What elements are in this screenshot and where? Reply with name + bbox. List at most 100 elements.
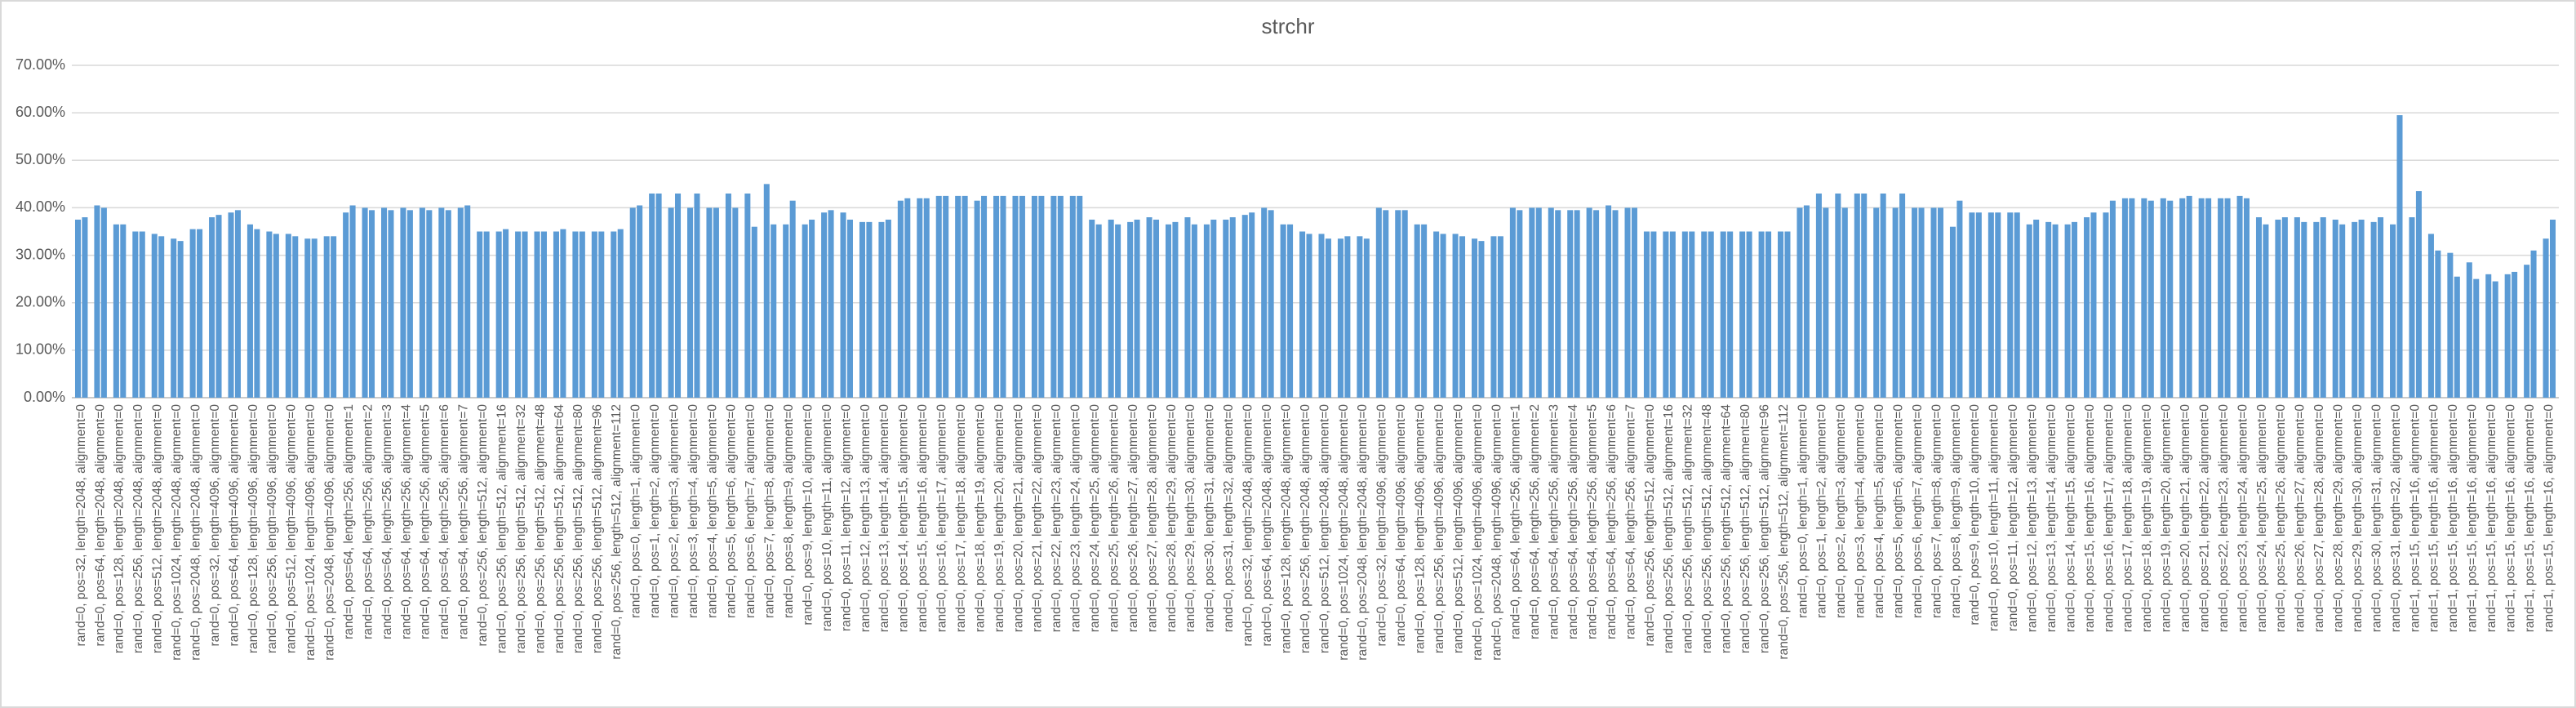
bar xyxy=(1395,210,1401,398)
bar xyxy=(2052,224,2059,398)
bar xyxy=(598,231,605,398)
bar xyxy=(246,224,253,398)
x-tick-label: rand=0, pos=11, length=12, alignment=0 xyxy=(839,404,853,631)
x-tick-label: rand=0, pos=128, length=4096, alignment=… xyxy=(1414,404,1428,653)
bar xyxy=(1918,207,1925,398)
bar xyxy=(1452,234,1459,398)
bar xyxy=(2370,221,2377,398)
bar xyxy=(1038,195,1045,398)
x-tick-label: rand=0, pos=1, length=2, alignment=0 xyxy=(1815,404,1829,618)
bar xyxy=(1337,238,1344,398)
bar xyxy=(1089,219,1095,398)
bar xyxy=(725,193,731,398)
bar xyxy=(763,184,770,398)
x-tick-label: rand=0, pos=128, length=4096, alignment=… xyxy=(246,404,260,653)
bar xyxy=(1701,231,1708,398)
bar xyxy=(2492,281,2498,398)
x-tick-label: rand=1, pos=15, length=16, alignment=0 xyxy=(2523,404,2537,633)
x-tick-label: rand=0, pos=21, length=22, alignment=0 xyxy=(1031,404,1045,633)
bar xyxy=(917,198,923,398)
bar xyxy=(1739,231,1746,398)
bar xyxy=(94,205,100,398)
x-tick-label: rand=0, pos=6, length=7, alignment=0 xyxy=(1911,404,1925,618)
bar xyxy=(591,231,597,398)
x-tick-label: rand=0, pos=256, length=512, alignment=9… xyxy=(591,404,605,653)
bar xyxy=(1490,236,1497,398)
bar xyxy=(1401,210,1408,398)
bar xyxy=(802,224,808,398)
bar xyxy=(292,236,299,398)
bar xyxy=(1593,210,1600,398)
y-tick-label: 60.00% xyxy=(16,104,65,120)
x-tick-label: rand=0, pos=13, length=14, alignment=0 xyxy=(877,404,891,633)
bar xyxy=(1643,231,1650,398)
x-tick-label: rand=0, pos=5, length=6, alignment=0 xyxy=(1891,404,1905,618)
x-tick-label: rand=1, pos=15, length=16, alignment=0 xyxy=(2503,404,2517,633)
bar xyxy=(904,198,911,398)
bar xyxy=(1344,236,1351,398)
bar xyxy=(2084,217,2090,398)
y-tick-label: 10.00% xyxy=(16,341,65,358)
bar xyxy=(2090,212,2097,398)
bar xyxy=(1854,193,1860,398)
x-tick-label: rand=0, pos=64, length=256, alignment=7 xyxy=(1623,404,1637,639)
x-tick-label: rand=0, pos=256, length=512, alignment=1… xyxy=(1777,404,1791,660)
bar xyxy=(503,229,509,398)
bar xyxy=(2473,278,2480,398)
bar xyxy=(2447,252,2454,398)
bar xyxy=(215,215,222,398)
bar xyxy=(1421,224,1428,398)
y-tick-label: 20.00% xyxy=(16,293,65,309)
x-tick-label: rand=0, pos=128, length=2048, alignment=… xyxy=(1279,404,1293,653)
x-tick-label: rand=0, pos=24, length=25, alignment=0 xyxy=(1088,404,1102,633)
bar xyxy=(1988,212,1994,398)
x-tick-label: rand=0, pos=0, length=1, alignment=0 xyxy=(629,404,643,618)
bar xyxy=(2072,221,2078,398)
bar xyxy=(1115,224,1121,398)
bar xyxy=(388,210,394,398)
x-tick-label: rand=0, pos=32, length=4096, alignment=0 xyxy=(208,404,222,647)
bar xyxy=(1057,195,1064,398)
bar xyxy=(82,217,88,398)
bar xyxy=(483,231,490,398)
bar xyxy=(1555,210,1561,398)
bar xyxy=(2263,224,2269,398)
x-tick-label: rand=0, pos=7, length=8, alignment=0 xyxy=(1930,404,1943,618)
bar xyxy=(935,195,942,398)
x-tick-label: rand=0, pos=256, length=2048, alignment=… xyxy=(131,404,145,653)
bar xyxy=(343,212,349,398)
bar xyxy=(1969,212,1975,398)
x-tick-label: rand=0, pos=8, length=9, alignment=0 xyxy=(1949,404,1963,618)
x-tick-label: rand=0, pos=1024, length=4096, alignment… xyxy=(304,404,318,661)
bar xyxy=(522,231,528,398)
bar xyxy=(846,219,853,398)
bar xyxy=(1146,217,1153,398)
x-tick-label: rand=0, pos=17, length=18, alignment=0 xyxy=(954,404,968,633)
x-tick-label: rand=0, pos=28, length=29, alignment=0 xyxy=(1165,404,1179,633)
bar xyxy=(1363,238,1370,398)
bar xyxy=(885,219,891,398)
bar xyxy=(266,231,273,398)
bar xyxy=(234,210,241,398)
bar xyxy=(821,212,828,398)
bar xyxy=(962,195,968,398)
x-tick-label: rand=0, pos=1024, length=2048, alignment… xyxy=(170,404,184,661)
bar xyxy=(2294,217,2300,398)
x-tick-label: rand=0, pos=256, length=2048, alignment=… xyxy=(1299,404,1312,653)
bar xyxy=(2007,212,2014,398)
x-tick-label: rand=0, pos=30, length=31, alignment=0 xyxy=(2369,404,2383,633)
bar xyxy=(553,231,559,398)
x-tick-label: rand=0, pos=26, length=27, alignment=0 xyxy=(2294,404,2307,633)
x-tick-label: rand=0, pos=22, length=23, alignment=0 xyxy=(2217,404,2231,633)
x-tick-label: rand=0, pos=9, length=10, alignment=0 xyxy=(801,404,815,626)
bar xyxy=(1841,207,1848,398)
bar xyxy=(177,241,184,398)
bar xyxy=(1650,231,1657,398)
x-tick-label: rand=0, pos=14, length=15, alignment=0 xyxy=(2063,404,2077,633)
bar xyxy=(751,226,757,398)
x-tick-label: rand=0, pos=64, length=256, alignment=5 xyxy=(419,404,433,639)
bar xyxy=(828,210,834,398)
x-tick-label: rand=0, pos=17, length=18, alignment=0 xyxy=(2121,404,2135,633)
bar xyxy=(687,207,694,398)
x-tick-label: rand=0, pos=1024, length=4096, alignment… xyxy=(1471,404,1485,661)
